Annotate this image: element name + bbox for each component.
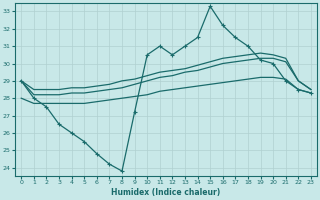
X-axis label: Humidex (Indice chaleur): Humidex (Indice chaleur) xyxy=(111,188,221,197)
